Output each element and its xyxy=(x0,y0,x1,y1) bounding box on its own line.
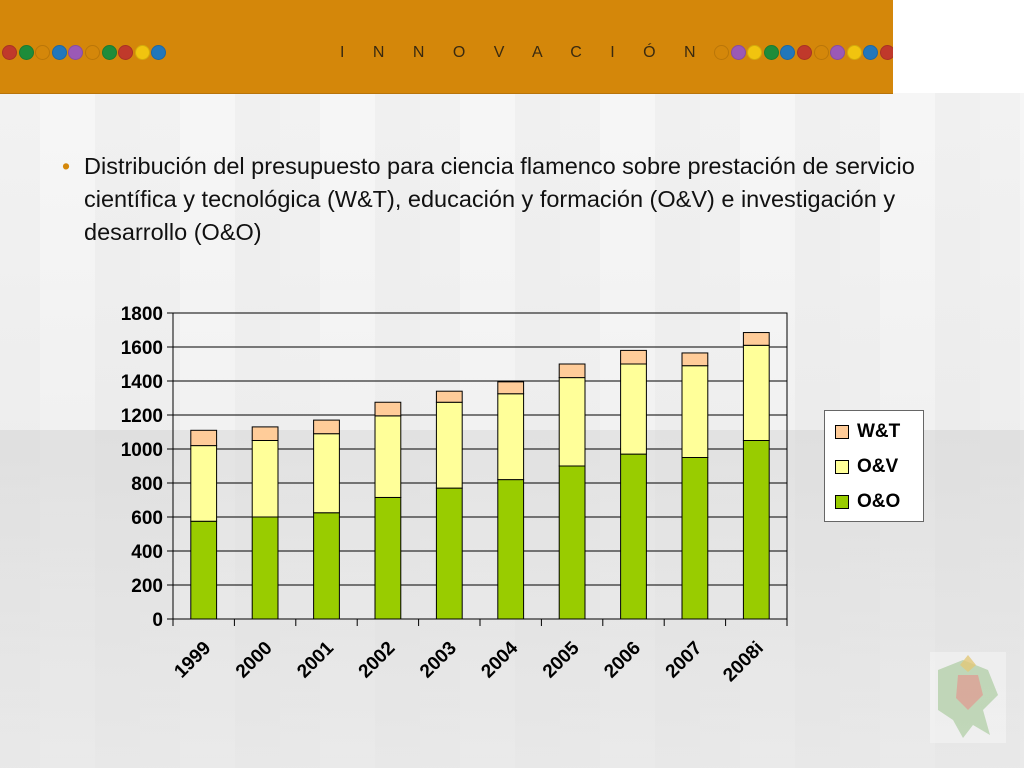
x-tick-label: 2004 xyxy=(477,637,522,682)
bar-segment-ov-1999 xyxy=(190,445,218,522)
bar-segment-wt-2006 xyxy=(620,349,647,365)
page-title: I N N O V A C I Ó N xyxy=(340,44,708,61)
x-tick-label: 2002 xyxy=(355,638,400,683)
x-tick-label: 2005 xyxy=(539,637,584,682)
legend-item-ov: O&V xyxy=(835,456,898,478)
y-tick-label: 1200 xyxy=(121,406,163,427)
y-tick-label: 1600 xyxy=(121,338,163,359)
y-tick-label: 600 xyxy=(131,508,163,529)
bar-segment-ov-2003 xyxy=(435,401,463,489)
bar-segment-ov-2000 xyxy=(251,440,279,518)
bar-segment-ov-2006 xyxy=(620,363,647,455)
decorative-dot xyxy=(35,45,51,60)
decorative-dot xyxy=(747,45,763,60)
bar-segment-oo-2003 xyxy=(435,487,463,620)
bar-segment-wt-2004 xyxy=(497,381,525,395)
y-tick-label: 400 xyxy=(131,542,163,563)
decorative-dot xyxy=(101,45,117,60)
legend-swatch-wt xyxy=(835,425,849,439)
x-tick-label: 2007 xyxy=(662,638,707,683)
decorative-dot xyxy=(84,45,100,60)
header-bar: I N N O V A C I Ó N xyxy=(0,0,995,94)
y-tick-label: 0 xyxy=(152,610,163,631)
bar-segment-wt-2008i xyxy=(742,332,770,346)
decorative-dot xyxy=(134,45,150,60)
decorative-dot xyxy=(730,45,746,60)
x-tick-label: 2003 xyxy=(416,638,461,683)
legend-item-oo: O&O xyxy=(835,491,900,513)
bar-segment-ov-2008i xyxy=(742,344,770,441)
decorative-dot xyxy=(2,45,17,60)
bar-segment-ov-2001 xyxy=(313,433,340,514)
bar-segment-oo-2005 xyxy=(558,465,586,620)
y-tick-label: 1400 xyxy=(121,372,163,393)
decorative-dot xyxy=(796,45,812,60)
decorative-dot xyxy=(846,45,862,60)
decorative-dot xyxy=(118,45,134,60)
decorative-dot xyxy=(863,45,879,60)
bar-segment-ov-2007 xyxy=(681,365,709,459)
y-tick-label: 200 xyxy=(131,576,163,597)
x-tick-label: 2006 xyxy=(600,638,645,683)
bullet-paragraph: • Distribución del presupuesto para cien… xyxy=(62,150,962,249)
decorative-dot xyxy=(763,45,779,60)
decorative-dot xyxy=(813,45,829,60)
decorative-dot xyxy=(151,45,167,60)
decorative-dot xyxy=(68,45,84,60)
bar-segment-wt-1999 xyxy=(190,429,218,447)
decorative-dot xyxy=(780,45,796,60)
bullet-icon: • xyxy=(62,153,71,179)
bar-segment-oo-2007 xyxy=(681,457,709,620)
y-tick-label: 1000 xyxy=(121,440,163,461)
legend-label-oo: O&O xyxy=(857,491,901,512)
bar-segment-ov-2005 xyxy=(558,377,586,467)
bar-segment-oo-1999 xyxy=(190,520,218,620)
bar-segment-wt-2005 xyxy=(558,363,586,379)
bar-segment-wt-2002 xyxy=(374,401,402,417)
decorative-dot xyxy=(830,45,846,60)
x-tick-label: 2001 xyxy=(293,637,338,682)
legend-swatch-oo xyxy=(835,495,849,509)
legend-label-wt: W&T xyxy=(857,421,901,442)
y-tick-label: 800 xyxy=(131,474,163,495)
bar-segment-ov-2004 xyxy=(497,393,525,481)
legend-swatch-ov xyxy=(835,460,849,474)
header-corner xyxy=(893,0,1024,93)
legend-label-ov: O&V xyxy=(857,456,899,477)
bar-segment-wt-2000 xyxy=(251,426,279,441)
bar-segment-oo-2000 xyxy=(251,516,279,620)
legend-item-wt: W&T xyxy=(835,421,900,443)
bar-segment-oo-2008i xyxy=(742,440,770,620)
chart-legend: W&T O&V O&O xyxy=(824,410,924,522)
bullet-text: Distribución del presupuesto para cienci… xyxy=(84,153,915,245)
chart-bars xyxy=(190,332,770,620)
y-tick-label: 1800 xyxy=(121,304,163,325)
bar-segment-oo-2001 xyxy=(313,512,340,620)
bar-segment-wt-2003 xyxy=(435,390,463,403)
bar-segment-oo-2002 xyxy=(374,496,402,620)
decorative-dots-left xyxy=(2,45,168,60)
decorative-dot xyxy=(714,45,729,60)
bar-segment-wt-2007 xyxy=(681,352,709,367)
bar-segment-oo-2006 xyxy=(620,453,647,620)
bar-segment-oo-2004 xyxy=(497,479,525,620)
x-tick-label: 2000 xyxy=(232,638,277,683)
x-tick-label: 2008i xyxy=(719,638,767,686)
decorative-dot xyxy=(18,45,34,60)
decorative-dot xyxy=(51,45,67,60)
bar-segment-wt-2001 xyxy=(313,419,340,435)
x-tick-label: 1999 xyxy=(170,638,215,683)
bar-segment-ov-2002 xyxy=(374,415,402,498)
flemish-lion-logo-icon xyxy=(930,652,1006,743)
